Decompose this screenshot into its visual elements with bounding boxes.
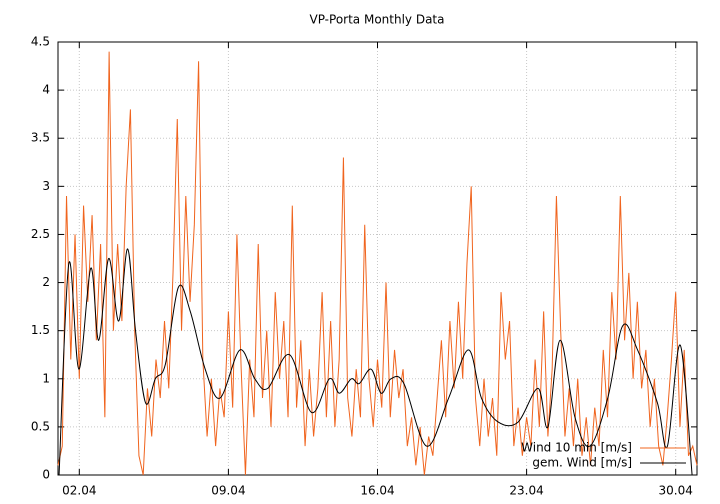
y-tick-label: 1 xyxy=(42,371,50,385)
plot-frame xyxy=(57,41,698,476)
series-line xyxy=(57,51,698,476)
x-tick-label: 30.04 xyxy=(659,484,693,498)
legend-label: gem. Wind [m/s] xyxy=(532,456,632,470)
legend-label: Wind 10 min [m/s] xyxy=(521,441,632,455)
y-tick-label: 1.5 xyxy=(31,323,50,337)
y-tick-label: 4.5 xyxy=(31,35,50,49)
y-tick-label: 2 xyxy=(42,275,50,289)
series-line xyxy=(58,248,693,476)
y-tick-label: 2.5 xyxy=(31,227,50,241)
y-tick-label: 3.5 xyxy=(31,131,50,145)
y-tick-label: 0 xyxy=(42,468,50,482)
x-tick-label: 16.04 xyxy=(360,484,394,498)
y-tick-label: 4 xyxy=(42,83,50,97)
x-tick-label: 23.04 xyxy=(509,484,543,498)
x-tick-label: 09.04 xyxy=(211,484,245,498)
x-tick-label: 02.04 xyxy=(62,484,96,498)
y-tick-label: 0.5 xyxy=(31,419,50,433)
y-tick-label: 3 xyxy=(42,179,50,193)
chart-title: VP-Porta Monthly Data xyxy=(310,13,445,27)
